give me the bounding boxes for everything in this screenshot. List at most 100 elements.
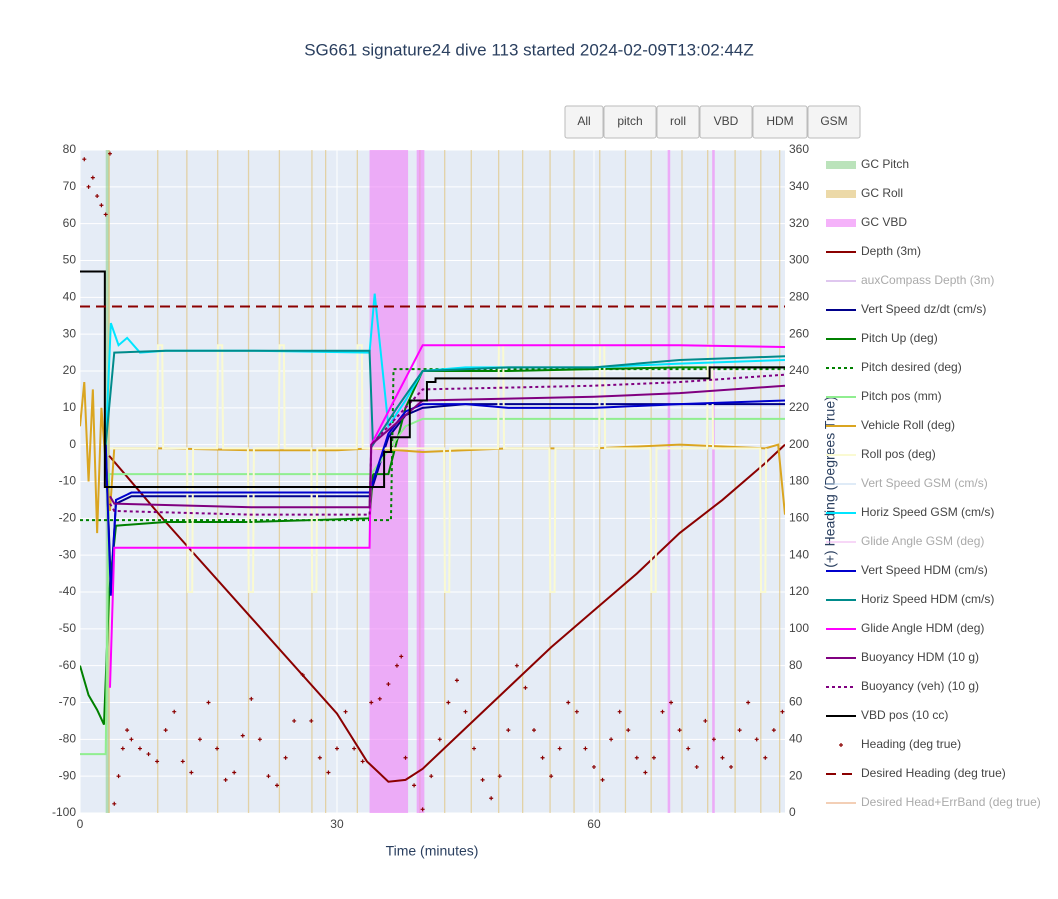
heading-marker bbox=[720, 755, 725, 760]
heading-marker bbox=[82, 157, 87, 162]
heading-marker bbox=[763, 755, 768, 760]
heading-marker bbox=[103, 212, 108, 217]
span-band bbox=[624, 150, 627, 813]
legend-label: Roll pos (deg) bbox=[861, 447, 936, 461]
heading-marker bbox=[107, 151, 112, 156]
span-band bbox=[498, 150, 500, 813]
y2-tick-label: 360 bbox=[789, 142, 809, 156]
series-line bbox=[104, 403, 785, 585]
heading-marker bbox=[463, 709, 468, 714]
heading-marker bbox=[532, 728, 537, 733]
heading-marker bbox=[399, 654, 404, 659]
heading-marker bbox=[694, 764, 699, 769]
span-band bbox=[324, 150, 327, 813]
heading-marker bbox=[754, 737, 759, 742]
series-line bbox=[104, 349, 785, 448]
heading-marker bbox=[566, 700, 571, 705]
heading-marker bbox=[95, 194, 100, 199]
heading-marker bbox=[394, 663, 399, 668]
legend-label: auxCompass Depth (3m) bbox=[861, 273, 994, 287]
legend-label: Vehicle Roll (deg) bbox=[861, 418, 955, 432]
heading-marker bbox=[540, 755, 545, 760]
filter-button[interactable]: pitch bbox=[603, 105, 657, 139]
button-label: roll bbox=[670, 114, 686, 128]
y2-tick-label: 80 bbox=[789, 658, 803, 672]
button-label: GSM bbox=[820, 114, 847, 128]
span-band bbox=[416, 150, 425, 813]
heading-marker bbox=[215, 746, 220, 751]
heading-marker bbox=[275, 783, 280, 788]
filter-button[interactable]: GSM bbox=[807, 105, 861, 139]
span-band bbox=[356, 150, 358, 813]
y-tick-label: 10 bbox=[63, 400, 77, 414]
y-tick-label: -10 bbox=[59, 474, 77, 488]
legend-label: Glide Angle GSM (deg) bbox=[861, 534, 984, 548]
legend-label: Horiz Speed HDM (cm/s) bbox=[861, 592, 994, 606]
legend-swatch bbox=[839, 743, 843, 747]
y-tick-label: 30 bbox=[63, 326, 77, 340]
button-box bbox=[752, 105, 808, 139]
legend-label: Desired Head+ErrBand (deg true) bbox=[861, 795, 1041, 809]
heading-marker bbox=[609, 737, 614, 742]
y2-tick-label: 280 bbox=[789, 290, 809, 304]
y2-tick-label: 20 bbox=[789, 768, 803, 782]
y-tick-label: -50 bbox=[59, 621, 77, 635]
x-tick-label: 0 bbox=[77, 817, 84, 831]
chart-title: SG661 signature24 dive 113 started 2024-… bbox=[304, 40, 754, 59]
heading-marker bbox=[737, 728, 742, 733]
y-tick-label: 80 bbox=[63, 142, 77, 156]
heading-marker bbox=[155, 759, 160, 764]
filter-button[interactable]: VBD bbox=[699, 105, 753, 139]
y2-tick-label: 340 bbox=[789, 179, 809, 193]
y2-axis-label: (+) Heading (Degrees True) bbox=[822, 396, 838, 568]
heading-marker bbox=[420, 807, 425, 812]
heading-marker bbox=[669, 700, 674, 705]
heading-marker bbox=[266, 774, 271, 779]
span-band bbox=[278, 150, 281, 813]
heading-marker bbox=[497, 774, 502, 779]
heading-marker bbox=[189, 770, 194, 775]
heading-marker bbox=[514, 663, 519, 668]
button-label: All bbox=[577, 114, 590, 128]
heading-marker bbox=[703, 718, 708, 723]
x-tick-label: 60 bbox=[587, 817, 601, 831]
heading-marker bbox=[86, 184, 91, 189]
y2-tick-label: 0 bbox=[789, 805, 796, 819]
button-box bbox=[603, 105, 657, 139]
span-band bbox=[681, 150, 683, 813]
span-band bbox=[734, 150, 736, 813]
filter-button[interactable]: HDM bbox=[752, 105, 808, 139]
x-tick-label: 30 bbox=[330, 817, 344, 831]
legend-label: VBD pos (10 cc) bbox=[861, 708, 948, 722]
y-tick-label: -60 bbox=[59, 658, 77, 672]
heading-marker bbox=[771, 728, 776, 733]
heading-marker bbox=[360, 759, 365, 764]
heading-marker bbox=[711, 737, 716, 742]
heading-marker bbox=[549, 774, 554, 779]
legend-label: Heading (deg true) bbox=[861, 737, 961, 751]
heading-marker bbox=[232, 770, 237, 775]
heading-marker bbox=[206, 700, 211, 705]
span-band bbox=[573, 150, 575, 813]
y2-tick-label: 200 bbox=[789, 437, 809, 451]
legend-label: Depth (3m) bbox=[861, 244, 921, 258]
series-line bbox=[109, 344, 768, 593]
y-tick-label: -90 bbox=[59, 768, 77, 782]
y2-tick-label: 40 bbox=[789, 732, 803, 746]
y-tick-label: -80 bbox=[59, 732, 77, 746]
button-box bbox=[807, 105, 861, 139]
y2-tick-label: 260 bbox=[789, 326, 809, 340]
filter-button[interactable]: roll bbox=[656, 105, 700, 139]
series-line bbox=[109, 384, 785, 509]
heading-marker bbox=[326, 770, 331, 775]
heading-marker bbox=[99, 203, 104, 208]
filter-button[interactable]: All bbox=[564, 105, 604, 139]
heading-marker bbox=[334, 746, 339, 751]
heading-marker bbox=[352, 746, 357, 751]
y2-tick-label: 100 bbox=[789, 621, 809, 635]
y2-tick-label: 60 bbox=[789, 695, 803, 709]
heading-marker bbox=[249, 696, 254, 701]
heading-marker bbox=[583, 746, 588, 751]
button-bar: All pitch roll VBD HDM GSM bbox=[564, 105, 861, 139]
